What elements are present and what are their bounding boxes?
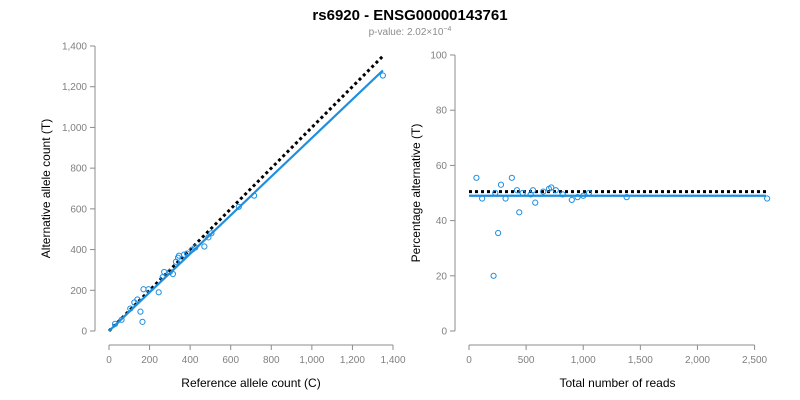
data-point (140, 286, 147, 293)
x-tick-label: 1,500 (628, 355, 653, 366)
x-tick-label: 1,200 (340, 355, 365, 366)
right-scatter-panel: 0 500 1,000 1,500 2,000 2,500 0 20 40 60 80 100 Tota… (409, 51, 771, 390)
data-point (180, 251, 188, 258)
data-point (540, 188, 547, 195)
data-point (479, 195, 486, 202)
data-point (184, 250, 191, 257)
y-tick-label: 600 (70, 204, 87, 215)
data-point (127, 305, 134, 312)
data-point (502, 195, 509, 202)
y-tick-label: 0 (81, 327, 87, 338)
y-tick-label: 60 (436, 161, 448, 172)
pvalue-text: p-value: 2.02×10 (369, 27, 444, 38)
data-point (764, 195, 771, 202)
data-point (497, 181, 505, 188)
data-point (552, 187, 559, 194)
data-point (192, 244, 199, 251)
data-point (169, 270, 176, 278)
y-tick-label: 1,000 (62, 123, 87, 134)
data-point (490, 272, 497, 279)
x-axis-title: Reference allele count (C) (181, 376, 320, 390)
y-axis-title: Alternative allele count (T) (39, 119, 53, 258)
data-point (516, 209, 523, 216)
data-point (379, 72, 386, 79)
x-axis-title: Total number of reads (559, 376, 675, 390)
data-point (205, 234, 212, 241)
fitted-regression-line (108, 69, 384, 332)
pvalue-exponent: −4 (443, 26, 451, 33)
x-tick-label: 800 (263, 355, 280, 366)
y-tick-label: 800 (70, 164, 87, 175)
data-point (495, 229, 502, 237)
chart-subtitle-pvalue: p-value: 2.02×10−4 (369, 26, 452, 38)
data-point (208, 230, 215, 237)
left-scatter-panel: 0 200 400 600 800 1,000 1,200 1,400 0 200 400 600 80… (39, 42, 406, 391)
data-point (585, 189, 593, 197)
data-point (201, 243, 208, 250)
data-point (155, 289, 162, 296)
data-point (137, 308, 144, 315)
data-point (513, 187, 521, 194)
x-tick-label: 1,000 (571, 355, 596, 366)
x-tick-label: 1,000 (299, 355, 324, 366)
y-tick-label: 1,200 (62, 82, 87, 93)
data-point (508, 174, 515, 181)
data-point (145, 286, 152, 293)
data-point (519, 189, 526, 197)
data-point (134, 296, 141, 303)
data-point (118, 316, 125, 323)
data-point (473, 174, 480, 181)
x-tick-label: 1,400 (380, 355, 405, 366)
x-tick-label: 0 (106, 355, 112, 366)
data-point (574, 194, 581, 201)
data-point (250, 192, 258, 199)
x-tick-label: 2,000 (685, 355, 710, 366)
y-tick-label: 40 (436, 216, 448, 227)
x-tick-label: 0 (466, 355, 472, 366)
data-point (559, 191, 566, 198)
x-tick-label: 500 (518, 355, 535, 366)
y-tick-label: 0 (441, 327, 447, 338)
y-axis-title: Percentage alternative (T) (409, 124, 423, 263)
y-tick-label: 200 (70, 286, 87, 297)
x-tick-label: 2,500 (742, 355, 767, 366)
data-point (529, 187, 537, 194)
data-point (235, 203, 242, 210)
data-point (580, 192, 587, 199)
data-point (111, 320, 119, 327)
y-tick-label: 80 (436, 106, 448, 117)
y-tick-label: 1,400 (62, 42, 87, 53)
x-tick-label: 600 (222, 355, 239, 366)
chart-title: rs6920 - ENSG00000143761 (312, 7, 507, 24)
y-tick-label: 400 (70, 245, 87, 256)
data-point (492, 189, 499, 197)
expected-ratio-line (107, 55, 384, 333)
data-point (623, 194, 630, 201)
y-tick-label: 20 (436, 271, 448, 282)
data-point (548, 184, 555, 191)
y-tick-label: 100 (430, 51, 447, 62)
data-point (568, 196, 575, 203)
data-point (532, 199, 539, 206)
x-tick-label: 400 (182, 355, 199, 366)
data-point (139, 318, 146, 325)
x-tick-label: 200 (141, 355, 158, 366)
